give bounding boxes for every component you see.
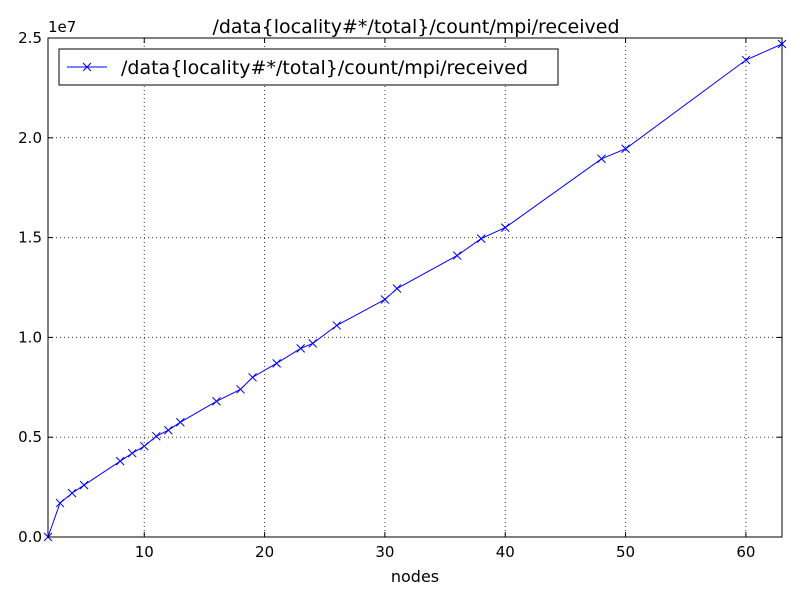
data-point-marker: [621, 144, 630, 154]
y-tick-label: 1.0: [18, 328, 42, 346]
data-point-marker: [392, 284, 402, 293]
legend: /data{locality#*/total}/count/mpi/receiv…: [58, 48, 559, 86]
data-point-marker: [248, 372, 257, 382]
data-point-marker: [236, 384, 245, 394]
data-point-marker: [55, 498, 65, 508]
y-tick-label: 0.5: [18, 428, 42, 446]
data-point-marker: [597, 154, 606, 164]
data-point-marker: [151, 431, 161, 441]
data-point-marker: [272, 358, 281, 368]
data-point-marker: [476, 234, 486, 243]
y-tick-label: 1.5: [18, 229, 42, 247]
data-point-marker: [380, 295, 390, 304]
y-tick-label: 2.5: [18, 29, 42, 47]
data-point-marker: [296, 344, 306, 353]
y-tick-label: 2.0: [18, 129, 42, 147]
y-offset-text: 1e7: [48, 18, 76, 36]
x-tick-label: 50: [616, 543, 635, 561]
y-tick-label: 0.0: [18, 528, 42, 546]
data-point-marker: [139, 441, 149, 451]
data-point-marker: [176, 417, 185, 427]
data-point-marker: [79, 480, 89, 490]
chart-title: /data{locality#*/total}/count/mpi/receiv…: [212, 16, 619, 38]
legend-label: /data{locality#*/total}/count/mpi/receiv…: [121, 57, 528, 79]
data-point-marker: [127, 448, 137, 458]
x-tick-label: 60: [736, 543, 755, 561]
data-point-marker: [452, 251, 462, 260]
x-tick-label: 30: [375, 543, 394, 561]
data-point-marker: [332, 321, 342, 330]
data-point-marker: [115, 456, 125, 466]
x-tick-label: 20: [255, 543, 274, 561]
series-line: [47, 43, 783, 538]
legend-frame: [58, 48, 559, 86]
x-tick-label: 40: [496, 543, 515, 561]
x-tick-label: 10: [135, 543, 154, 561]
data-point-marker: [741, 55, 751, 65]
legend-marker-swatch: [82, 62, 92, 72]
data-point-marker: [500, 223, 510, 232]
data-point-marker: [163, 425, 173, 435]
data-point-marker: [308, 339, 318, 348]
data-point-marker: [212, 396, 221, 406]
series-layer: [43, 39, 787, 542]
plot-frame: [47, 37, 783, 538]
x-axis-label: nodes: [391, 567, 439, 586]
data-point-marker: [67, 488, 77, 498]
